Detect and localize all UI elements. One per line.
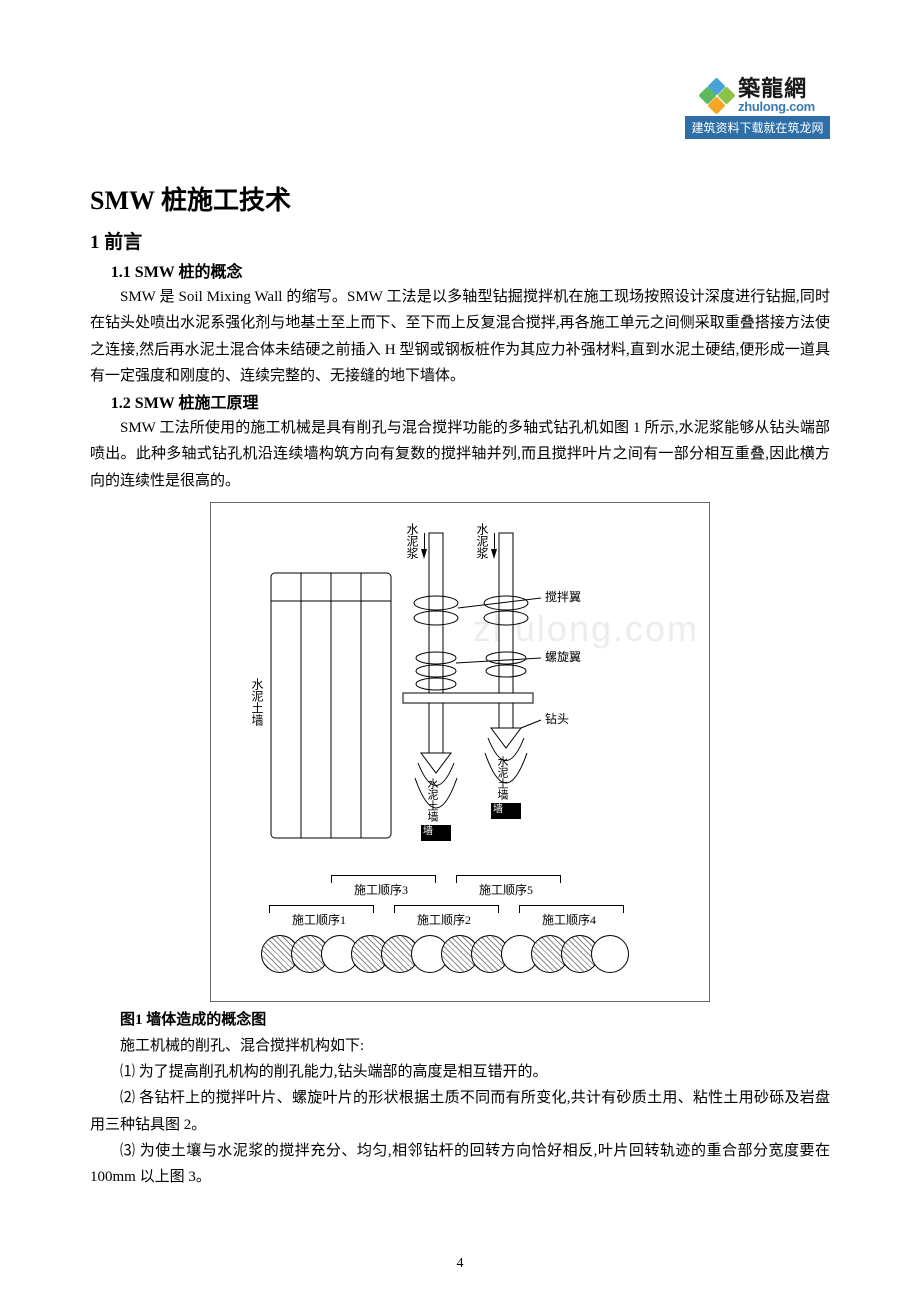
- flower-icon: [700, 79, 734, 113]
- after-intro: 施工机械的削孔、混合搅拌机构如下:: [90, 1033, 830, 1059]
- seq-top-1: 施工顺序3: [354, 881, 408, 898]
- logo-row: 築龍網 zhulong.com: [685, 78, 830, 113]
- figure-svg: [211, 503, 711, 1003]
- item-3: ⑶ 为使土壤与水泥浆的搅拌充分、均匀,相邻钻杆的回转方向恰好相反,叶片回转轨迹的…: [90, 1138, 830, 1191]
- content: SMW 桩施工技术 1 前言 1.1 SMW 桩的概念 SMW 是 Soil M…: [90, 180, 830, 1190]
- spiral-blade-label: 螺旋翼: [545, 651, 581, 663]
- logo-en: zhulong.com: [738, 100, 815, 113]
- logo-text: 築龍網 zhulong.com: [738, 78, 815, 113]
- seq-bot-2: 施工顺序2: [417, 911, 471, 928]
- seq-bot-3: 施工顺序4: [542, 911, 596, 928]
- item-1: ⑴ 为了提高削孔机构的削孔能力,钻头端部的高度是相互错开的。: [90, 1059, 830, 1085]
- figure-caption: 图1 墙体造成的概念图: [120, 1008, 830, 1029]
- section-1-2-heading: 1.2 SMW 桩施工原理: [90, 389, 830, 413]
- pile-label-2: 水泥土墙: [496, 756, 507, 800]
- logo-banner: 建筑资料下载就在筑龙网: [685, 116, 830, 139]
- wall-label: 水泥土墙: [251, 678, 263, 726]
- logo-cn: 築龍網: [738, 78, 807, 100]
- slurry-label-2: 水泥浆: [476, 523, 488, 559]
- seq-top-2: 施工顺序5: [479, 881, 533, 898]
- page-number: 4: [0, 1256, 920, 1272]
- figure-1: zhulong.com: [210, 502, 710, 1002]
- mixing-blade-label: 搅拌翼: [545, 591, 581, 603]
- section-1-2-para: SMW 工法所使用的施工机械是具有削孔与混合搅拌功能的多轴式钻孔机如图 1 所示…: [90, 415, 830, 494]
- section-1-heading: 1 前言: [90, 227, 830, 254]
- drill-head-label: 钻头: [545, 713, 569, 725]
- logo: 築龍網 zhulong.com 建筑资料下载就在筑龙网: [685, 78, 830, 139]
- section-1-1-heading: 1.1 SMW 桩的概念: [90, 258, 830, 282]
- seq-bot-1: 施工顺序1: [292, 911, 346, 928]
- pile-label-1: 水泥土墙: [426, 778, 437, 822]
- section-1-1-para: SMW 是 Soil Mixing Wall 的缩写。SMW 工法是以多轴型钻掘…: [90, 284, 830, 389]
- slurry-label-1: 水泥浆: [406, 523, 418, 559]
- page-title: SMW 桩施工技术: [90, 180, 830, 217]
- item-2: ⑵ 各钻杆上的搅拌叶片、螺旋叶片的形状根据土质不同而有所变化,共计有砂质土用、粘…: [90, 1085, 830, 1138]
